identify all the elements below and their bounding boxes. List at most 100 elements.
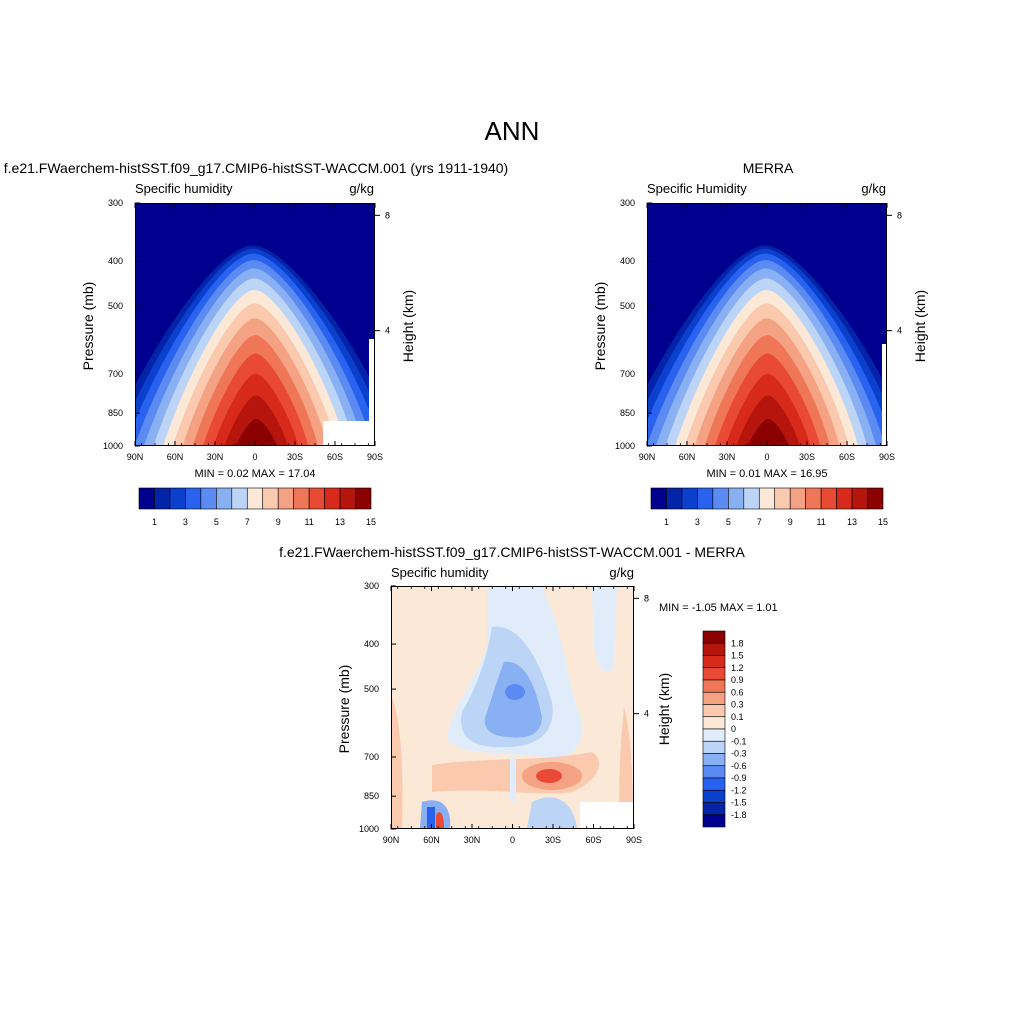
panel2-stats: MIN = 0.01 MAX = 16.95 [706, 468, 828, 480]
y-tick-label: 300 [364, 581, 379, 591]
colorbar-label: 0.1 [731, 712, 744, 722]
missing-data-mask [580, 802, 633, 828]
y2-tick-label: 8 [644, 593, 649, 603]
colorbar-label: 7 [757, 517, 762, 527]
colorbar-box [200, 487, 217, 510]
colorbar-box [277, 487, 294, 510]
colorbar-box [702, 655, 726, 669]
colorbar-box [339, 487, 356, 510]
y2-tick-label: 4 [385, 326, 390, 336]
colorbar-box [743, 487, 760, 510]
colorbar-label: 9 [276, 517, 281, 527]
x-tick-label: 90N [383, 835, 400, 845]
colorbar-box [702, 716, 726, 730]
colorbar-box [702, 777, 726, 791]
colorbar-box [702, 728, 726, 742]
colorbar-label: 7 [245, 517, 250, 527]
colorbar-label: 5 [726, 517, 731, 527]
colorbar-label: 1 [664, 517, 669, 527]
colorbar-box [805, 487, 822, 510]
colorbar-label: 13 [847, 517, 857, 527]
colorbar-box [650, 487, 667, 510]
colorbar-label: -0.3 [731, 749, 747, 759]
colorbar-label: 3 [695, 517, 700, 527]
panel1-contour [136, 204, 374, 445]
colorbar-box [702, 814, 726, 828]
colorbar-box [293, 487, 310, 510]
colorbar-label: -0.1 [731, 736, 747, 746]
panel1-colorbar: 1 3 5 7 9 11 13 15 [138, 487, 376, 527]
colorbar-box [702, 753, 726, 767]
y2-tick-label: 4 [644, 709, 649, 719]
y-tick-label: 400 [620, 256, 635, 266]
x-tick-label: 90S [879, 452, 895, 462]
panel2-units-label: g/kg [861, 181, 886, 196]
colorbar-box [697, 487, 714, 510]
x-tick-label: 90S [626, 835, 642, 845]
colorbar-label: 0.9 [731, 675, 744, 685]
y2-tick-label: 4 [897, 326, 902, 336]
contour-fill [436, 812, 444, 828]
colorbar-label: -0.6 [731, 761, 747, 771]
colorbar-label: 15 [878, 517, 888, 527]
contour-fill [619, 707, 633, 828]
missing-data-mask [369, 339, 374, 421]
x-tick-label: 60S [327, 452, 343, 462]
panel3-contour [392, 587, 633, 828]
y-tick-label: 700 [364, 752, 379, 762]
x-tick-label: 30S [545, 835, 561, 845]
colorbar-label: 11 [816, 517, 825, 527]
y-tick-label: 500 [364, 684, 379, 694]
colorbar-box [702, 789, 726, 803]
colorbar-box [702, 642, 726, 656]
colorbar-box [774, 487, 791, 510]
colorbar-label: -1.5 [731, 798, 747, 808]
missing-data-mask [323, 421, 374, 445]
missing-data-mask [882, 404, 886, 445]
panel3-plot-area [391, 586, 634, 829]
colorbar-label: 5 [214, 517, 219, 527]
panel3-field-label: Specific humidity [391, 565, 489, 580]
contour-fill [592, 587, 617, 672]
colorbar-box [355, 487, 372, 510]
panel1-units-label: g/kg [349, 181, 374, 196]
y2-tick-label: 8 [385, 210, 390, 220]
contour-fill [427, 807, 435, 828]
colorbar-box [789, 487, 806, 510]
colorbar-box [728, 487, 745, 510]
y-tick-label: 700 [620, 369, 635, 379]
panel2-plot-area [647, 203, 887, 446]
colorbar-box [702, 765, 726, 779]
x-tick-label: 60N [679, 452, 696, 462]
contour-fill [392, 697, 403, 828]
colorbar-label: 0.6 [731, 687, 744, 697]
x-tick-label: 30N [719, 452, 736, 462]
x-tick-label: 30S [287, 452, 303, 462]
y-tick-label: 1000 [615, 441, 635, 451]
panel2-field-label: Specific Humidity [647, 181, 747, 196]
y2-tick-label: 8 [897, 210, 902, 220]
colorbar-label: 9 [788, 517, 793, 527]
panel1-field-label: Specific humidity [135, 181, 233, 196]
colorbar-box [702, 740, 726, 754]
x-tick-label: 30S [799, 452, 815, 462]
colorbar-box [702, 704, 726, 718]
x-tick-label: 0 [764, 452, 769, 462]
colorbar-box [851, 487, 868, 510]
colorbar-label: 13 [335, 517, 345, 527]
colorbar-box [867, 487, 884, 510]
panel2-title: MERRA [742, 160, 794, 176]
colorbar-label: 15 [366, 517, 376, 527]
colorbar-box [820, 487, 837, 510]
x-tick-label: 30N [464, 835, 481, 845]
panel3-colorbar: 1.8 1.5 1.2 0.9 0.6 0.3 0.1 0 -0.1 -0.3 -0.6 -0.9 -1… [702, 630, 747, 828]
colorbar-box [836, 487, 853, 510]
colorbar-label: 0 [731, 724, 736, 734]
y-tick-label: 500 [108, 301, 123, 311]
colorbar-box [324, 487, 341, 510]
colorbar-box [216, 487, 233, 510]
y-tick-label: 850 [364, 791, 379, 801]
contour-fill [527, 797, 577, 828]
colorbar-box [138, 487, 155, 510]
y-tick-label: 1000 [359, 824, 379, 834]
